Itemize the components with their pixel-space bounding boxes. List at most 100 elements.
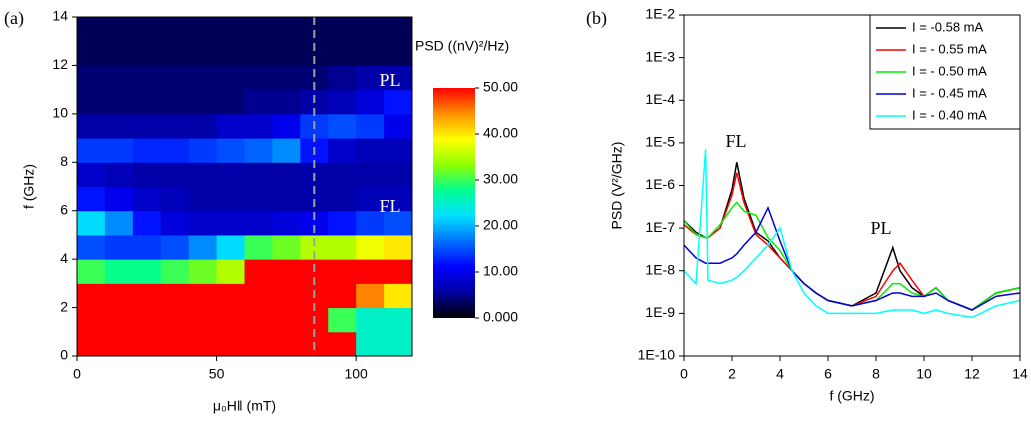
heat-cell — [356, 162, 385, 187]
x-tick-label: 0 — [73, 366, 81, 382]
heat-cell — [384, 259, 413, 284]
heat-cell — [356, 259, 385, 284]
heat-cell — [384, 89, 413, 115]
heat-cell — [384, 17, 413, 42]
series-line — [684, 205, 1020, 311]
heat-cell — [104, 234, 134, 260]
x-tick-label: 14 — [1012, 366, 1028, 382]
colorbar-tick-label: 40.00 — [483, 125, 518, 141]
heat-cell — [132, 186, 162, 212]
y-tick-label: 8 — [60, 153, 68, 169]
y-axis-label: PSD (V²/GHz) — [609, 142, 625, 230]
heat-cell — [272, 162, 301, 187]
heat-cell — [188, 210, 218, 236]
heat-cell — [132, 113, 162, 139]
heat-cell — [160, 210, 190, 236]
plot-frame — [76, 16, 413, 357]
colorbar-tick-label: 20.00 — [483, 217, 518, 233]
heat-cell — [244, 41, 273, 66]
heat-cell — [77, 89, 106, 115]
heat-cell — [356, 17, 385, 42]
heat-cell — [272, 17, 301, 42]
legend-label: I = - 0.40 mA — [912, 107, 987, 122]
y-tick-label: 12 — [52, 56, 68, 72]
heat-cell — [272, 307, 301, 333]
heat-cell — [216, 259, 245, 284]
heat-cell — [132, 17, 162, 42]
y-tick-label: 1E-2 — [645, 6, 675, 22]
x-tick-label: 10 — [916, 366, 932, 382]
x-tick-label: 6 — [824, 366, 832, 382]
colorbar-tick-label: 30.00 — [483, 171, 518, 187]
heat-cell — [77, 162, 106, 187]
x-axis-label: μ₀H‖ (mT) — [213, 398, 276, 414]
heat-cell — [132, 162, 162, 187]
heat-cell — [244, 65, 273, 91]
heat-cell — [244, 331, 273, 357]
heat-cell — [188, 259, 218, 284]
annotation: PL — [379, 70, 400, 90]
heat-cell — [328, 307, 357, 333]
heat-cell — [104, 186, 134, 212]
heat-cell — [160, 65, 190, 91]
x-tick-label: 4 — [776, 366, 784, 382]
heat-cell — [328, 89, 357, 115]
heat-cell — [356, 138, 385, 163]
y-tick-label: 6 — [60, 201, 68, 217]
heat-cell — [77, 210, 106, 236]
heat-cell — [104, 259, 134, 284]
heat-cell — [132, 89, 162, 115]
x-tick-label: 100 — [344, 366, 368, 382]
heat-cell — [328, 186, 357, 212]
heat-cell — [272, 113, 301, 139]
heat-cell — [188, 41, 218, 66]
heat-cell — [104, 331, 134, 357]
heat-cell — [77, 138, 106, 163]
series-line — [684, 172, 1020, 311]
heat-cell — [160, 283, 190, 309]
heat-cell — [328, 234, 357, 260]
heat-cell — [188, 186, 218, 212]
heat-cell — [160, 186, 190, 212]
heat-cell — [356, 113, 385, 139]
heat-cell — [328, 210, 357, 236]
heat-cell — [244, 283, 273, 309]
heat-cell — [244, 162, 273, 187]
heat-cell — [188, 17, 218, 42]
heat-cell — [104, 17, 134, 42]
heat-cell — [216, 186, 245, 212]
heat-cell — [384, 283, 413, 309]
heat-cell — [384, 113, 413, 139]
heat-cell — [132, 283, 162, 309]
x-axis-label: f (GHz) — [829, 388, 874, 404]
panel-label: (b) — [586, 8, 607, 29]
heat-cell — [188, 307, 218, 333]
heat-cell — [328, 283, 357, 309]
heat-cell — [356, 65, 385, 91]
heat-cell — [104, 41, 134, 66]
heat-cell — [328, 331, 357, 357]
heat-cell — [384, 65, 413, 91]
y-tick-label: 10 — [52, 105, 68, 121]
heat-cell — [132, 210, 162, 236]
heat-cell — [356, 307, 385, 333]
legend-label: I = -0.58 mA — [912, 19, 983, 34]
heat-cell — [272, 283, 301, 309]
heat-cell — [272, 210, 301, 236]
heat-cell — [328, 259, 357, 284]
heat-cell — [244, 89, 273, 115]
heat-cell — [384, 234, 413, 260]
heat-cell — [272, 138, 301, 163]
y-tick-label: 1E-3 — [645, 48, 675, 64]
heat-cell — [328, 113, 357, 139]
y-tick-label: 1E-5 — [645, 134, 675, 150]
heat-cell — [104, 89, 134, 115]
heat-cell — [132, 307, 162, 333]
colorbar-title: PSD ((nV)²/Hz) — [415, 38, 509, 54]
colorbar-tick-label: 0.000 — [483, 309, 518, 325]
heat-cell — [104, 283, 134, 309]
heat-cell — [104, 138, 134, 163]
heat-cell — [132, 331, 162, 357]
series-line — [684, 149, 1020, 319]
